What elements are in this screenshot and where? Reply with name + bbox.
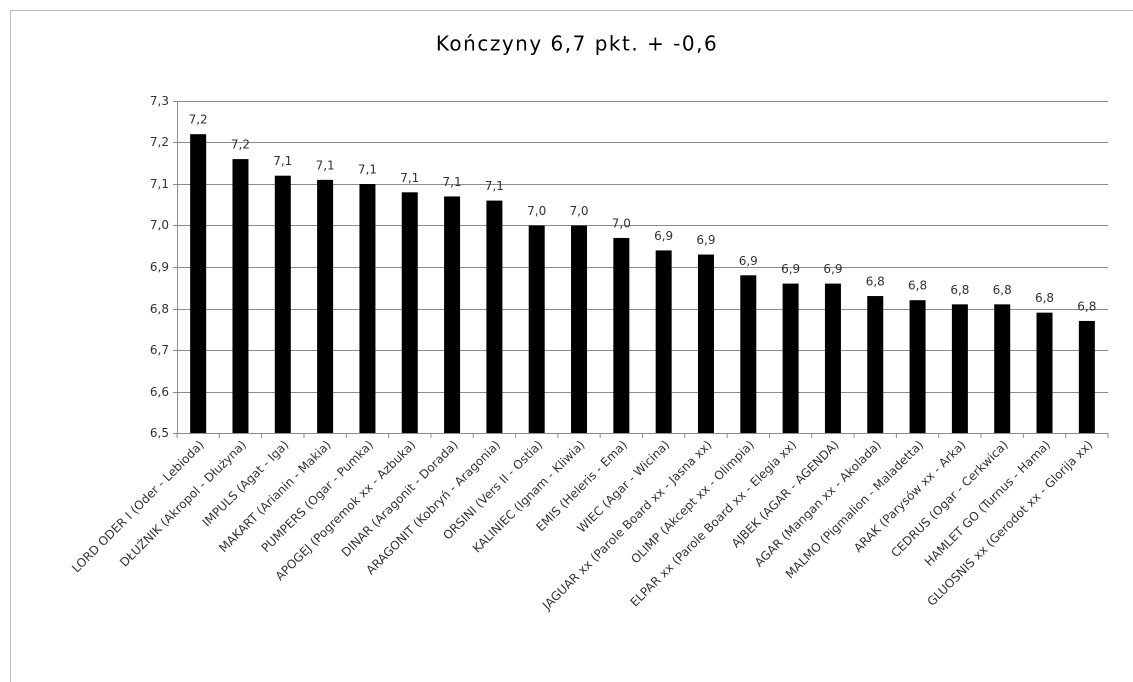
bar bbox=[359, 184, 376, 433]
y-tick-label: 6,6 bbox=[150, 385, 169, 399]
value-label: 6,9 bbox=[739, 254, 758, 268]
value-label: 6,8 bbox=[1077, 299, 1096, 313]
bar bbox=[232, 159, 249, 433]
value-label: 6,8 bbox=[1035, 291, 1054, 305]
value-label: 7,1 bbox=[316, 158, 335, 172]
value-label: 7,1 bbox=[485, 179, 504, 193]
value-label: 6,8 bbox=[866, 275, 885, 289]
y-tick-label: 7,2 bbox=[150, 135, 169, 149]
value-label: 7,2 bbox=[231, 138, 250, 152]
bar bbox=[444, 196, 461, 433]
y-tick-label: 7,1 bbox=[150, 177, 169, 191]
value-label: 7,0 bbox=[527, 204, 546, 218]
bar bbox=[951, 304, 968, 433]
bar bbox=[1078, 320, 1095, 433]
bar bbox=[782, 283, 799, 433]
y-tick-label: 6,7 bbox=[150, 343, 169, 357]
value-label: 6,8 bbox=[908, 279, 927, 293]
value-label: 7,0 bbox=[612, 216, 631, 230]
value-label: 6,8 bbox=[993, 283, 1012, 297]
bar bbox=[740, 275, 757, 433]
value-label: 6,9 bbox=[781, 262, 800, 276]
value-label: 7,1 bbox=[358, 163, 377, 177]
bar bbox=[401, 192, 418, 433]
bar bbox=[824, 283, 841, 433]
chart-title: Kończyny 6,7 pkt. + -0,6 bbox=[436, 32, 718, 56]
bar bbox=[1036, 312, 1053, 433]
bar bbox=[697, 254, 714, 433]
bar bbox=[613, 237, 630, 433]
value-label: 7,2 bbox=[189, 113, 208, 127]
value-label: 7,1 bbox=[273, 154, 292, 168]
y-tick-label: 6,5 bbox=[150, 426, 169, 440]
bar bbox=[528, 225, 545, 433]
bar bbox=[994, 304, 1011, 433]
bar bbox=[655, 250, 672, 433]
bar bbox=[317, 179, 334, 433]
y-tick-label: 7,0 bbox=[150, 218, 169, 232]
chart-border bbox=[10, 10, 1133, 682]
bar bbox=[274, 175, 291, 433]
bar bbox=[571, 225, 588, 433]
value-label: 6,9 bbox=[823, 262, 842, 276]
bar bbox=[486, 200, 503, 433]
bar bbox=[190, 134, 207, 433]
y-tick-label: 6,9 bbox=[150, 260, 169, 274]
bar bbox=[867, 296, 884, 433]
y-tick-label: 7,3 bbox=[150, 94, 169, 108]
y-tick-label: 6,8 bbox=[150, 302, 169, 316]
bar bbox=[909, 300, 926, 433]
value-label: 7,1 bbox=[400, 171, 419, 185]
value-label: 6,9 bbox=[654, 229, 673, 243]
value-label: 7,1 bbox=[443, 175, 462, 189]
value-label: 6,8 bbox=[950, 283, 969, 297]
value-label: 6,9 bbox=[696, 233, 715, 247]
value-label: 7,0 bbox=[569, 204, 588, 218]
